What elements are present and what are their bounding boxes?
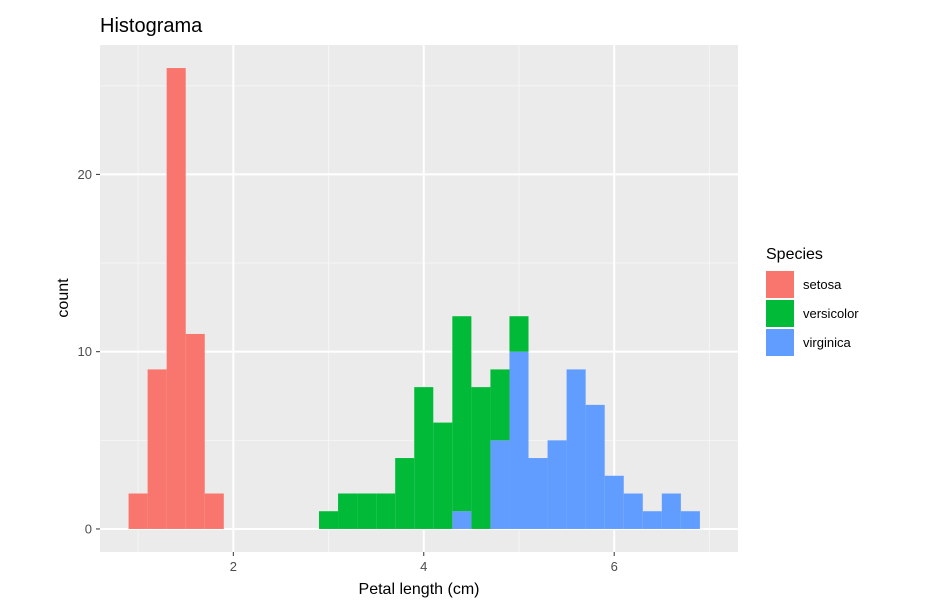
bar-setosa: [166, 68, 186, 529]
legend-label-versicolor: versicolor: [803, 306, 859, 321]
x-axis-title: Petal length (cm): [359, 581, 480, 598]
legend-swatch-virginica: [766, 329, 794, 356]
bar-virginica: [547, 440, 567, 529]
bar-versicolor: [338, 493, 358, 529]
bar-virginica: [509, 351, 529, 529]
bar-virginica: [585, 404, 605, 529]
legend: Species setosa versicolor virginica: [766, 246, 859, 356]
bar-setosa: [204, 493, 224, 529]
y-axis: 0 10 20: [78, 167, 100, 536]
bar-versicolor: [395, 458, 415, 529]
legend-swatch-setosa: [766, 271, 794, 298]
bar-setosa: [185, 333, 205, 529]
legend-title: Species: [766, 246, 823, 263]
bar-versicolor: [471, 387, 491, 529]
y-tick-label: 10: [78, 344, 92, 359]
x-tick-label: 4: [420, 559, 427, 574]
bar-virginica: [566, 369, 586, 529]
bar-versicolor: [452, 316, 472, 512]
bar-virginica: [623, 493, 643, 529]
bar-virginica: [661, 493, 681, 529]
bar-virginica: [452, 511, 472, 529]
legend-label-virginica: virginica: [803, 335, 851, 350]
y-tick-label: 20: [78, 167, 92, 182]
bar-setosa: [128, 493, 148, 529]
bar-versicolor: [509, 316, 529, 352]
legend-label-setosa: setosa: [803, 277, 842, 292]
bar-versicolor: [376, 493, 396, 529]
bar-virginica: [528, 458, 548, 529]
legend-swatch-versicolor: [766, 300, 794, 327]
x-tick-label: 6: [611, 559, 618, 574]
bar-versicolor: [319, 511, 339, 529]
legend-items: setosa versicolor virginica: [766, 271, 859, 356]
x-tick-label: 2: [230, 559, 237, 574]
histogram-bars: [128, 68, 700, 529]
y-axis-title: count: [55, 278, 72, 318]
bar-virginica: [604, 475, 624, 529]
bar-versicolor: [357, 493, 377, 529]
bar-virginica: [680, 511, 700, 529]
chart-title: Histograma: [100, 15, 203, 37]
bar-versicolor: [433, 422, 453, 529]
bar-versicolor: [490, 369, 510, 441]
bar-virginica: [642, 511, 662, 529]
minor-gridlines: [100, 45, 738, 552]
bar-setosa: [147, 369, 167, 529]
bar-virginica: [490, 440, 510, 529]
bar-versicolor: [414, 387, 434, 529]
x-axis: 2 4 6: [230, 552, 618, 574]
y-tick-label: 0: [85, 521, 92, 536]
